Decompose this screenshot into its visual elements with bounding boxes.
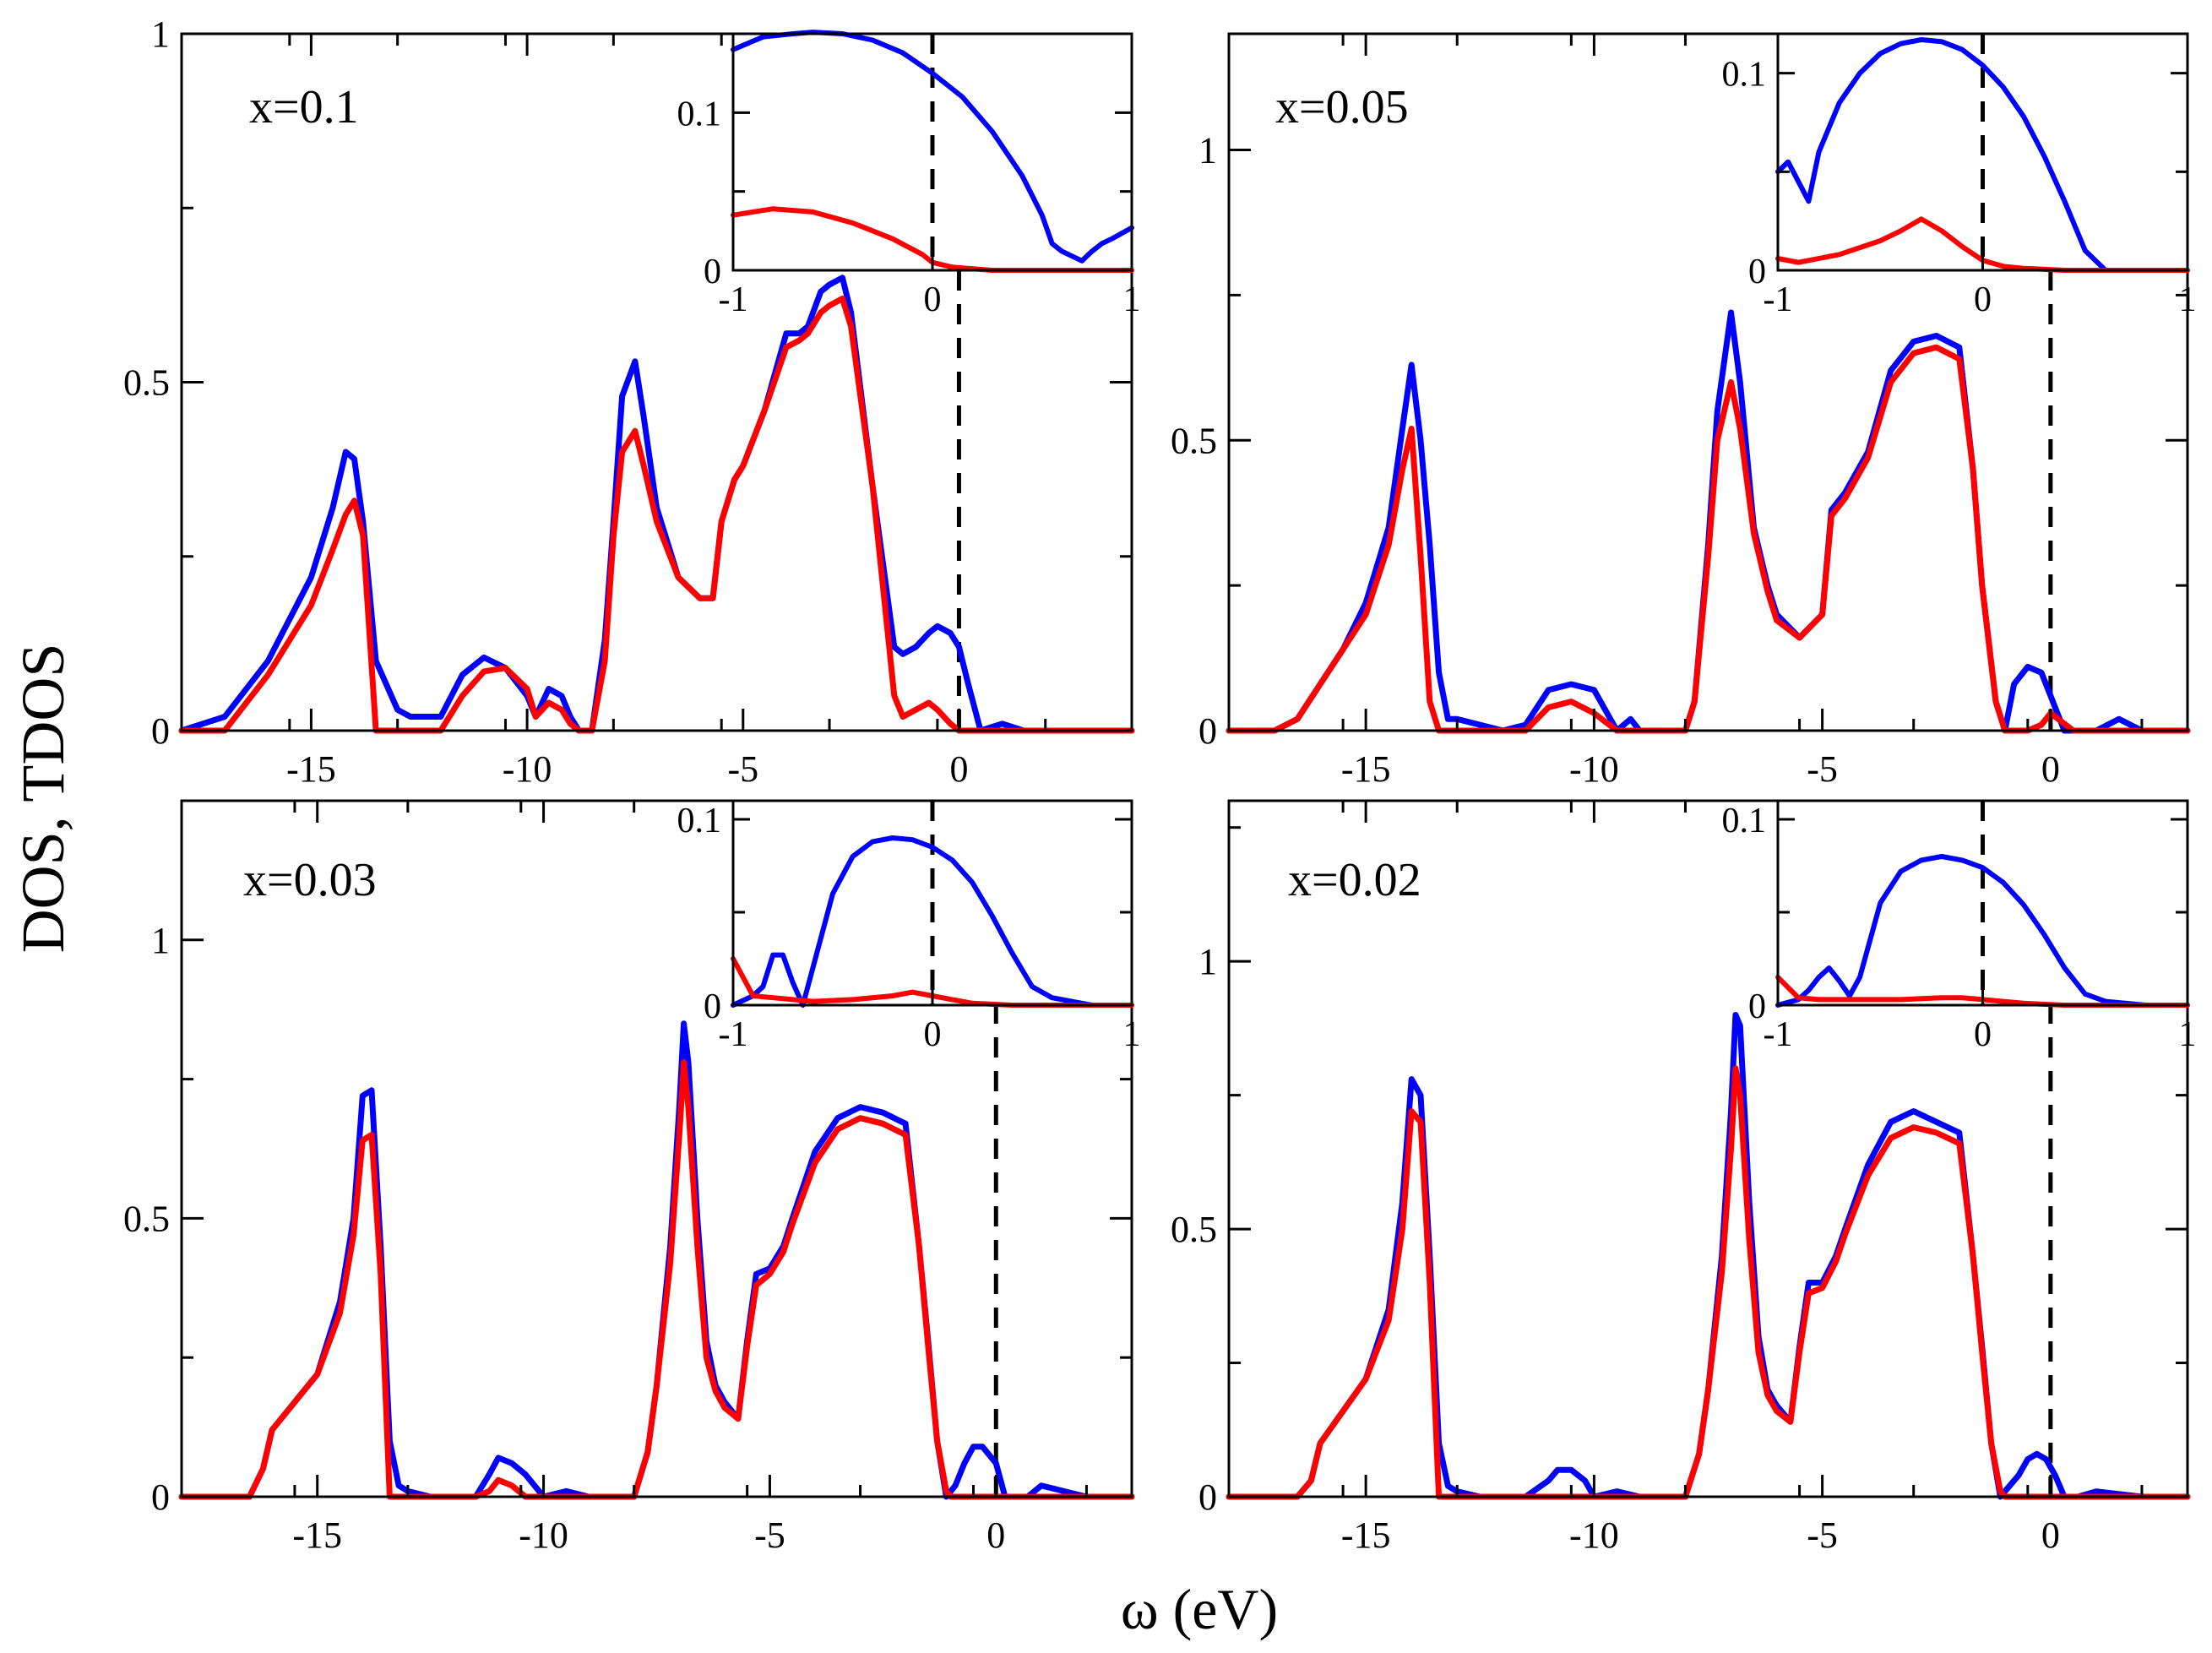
main-x-tick-label: -5 [754, 1514, 785, 1556]
main-y-tick-label: 0 [151, 1476, 170, 1518]
inset-y-tick-label: 0 [704, 253, 721, 291]
x-axis-label: ω (eV) [1121, 1577, 1278, 1641]
main-y-tick-label: 1 [151, 920, 170, 961]
composition-label: x=0.05 [1275, 81, 1409, 133]
main-y-tick-label: 0.5 [1171, 420, 1217, 461]
main-y-tick-label: 0.5 [123, 1198, 170, 1239]
main-y-tick-label: 0 [1198, 1476, 1217, 1518]
inset-x-tick-label: -1 [1764, 1015, 1793, 1054]
main-x-tick-label: 0 [2041, 1514, 2060, 1556]
main-x-tick-label: 0 [2041, 748, 2060, 790]
main-x-tick-label: -5 [1807, 748, 1838, 790]
main-x-tick-label: -10 [503, 748, 552, 790]
main-x-tick-label: -10 [1569, 748, 1619, 790]
panel-top-left: -15 -10 -5 000.51x=0.1-1 0 100.1 [123, 14, 1141, 790]
panel-top-right: -15 -10 -5 000.51x=0.05-1 0 100.1 [1171, 32, 2197, 790]
inset-x-tick-label: 0 [924, 1015, 942, 1054]
main-y-tick-label: 0 [151, 710, 170, 752]
panel-bottom-right: -15 -10 -5 000.51x=0.02-1 0 100.1 [1171, 799, 2197, 1556]
main-x-tick-label: 0 [986, 1514, 1005, 1556]
main-x-tick-label: -10 [1569, 1514, 1619, 1556]
inset-x-tick-label: 1 [1123, 1015, 1141, 1054]
main-y-tick-label: 0.5 [123, 362, 170, 404]
inset-x-tick-label: 0 [1974, 280, 1992, 319]
main-series-tdos-line [1226, 1065, 2191, 1500]
composition-label: x=0.03 [243, 854, 377, 906]
inset-y-tick-label: 0.1 [1722, 56, 1767, 95]
main-x-tick-label: -5 [727, 748, 758, 790]
inset-x-tick-label: 0 [1974, 1015, 1992, 1054]
main-y-tick-label: 0 [1198, 710, 1217, 752]
main-y-tick-label: 1 [1198, 941, 1217, 982]
main-series-tdos-line [178, 1059, 1135, 1500]
inset-bottom-left: -1 0 100.1 [677, 799, 1141, 1054]
main-y-tick-label: 0.5 [1171, 1209, 1217, 1250]
inset-series-dos-line [1775, 854, 2190, 1008]
inset-y-tick-label: 0.1 [677, 802, 722, 840]
inset-top-left: -1 0 100.1 [677, 30, 1141, 319]
inset-series-dos-line [731, 835, 1134, 1008]
main-x-tick-label: -15 [1341, 1514, 1391, 1556]
main-x-tick-label: -15 [1341, 748, 1391, 790]
inset-x-tick-label: -1 [719, 1015, 748, 1054]
main-frame [180, 799, 1133, 1498]
main-y-tick-label: 1 [1198, 130, 1217, 171]
main-frame [1227, 32, 2189, 732]
inset-series-dos-line [731, 30, 1134, 264]
main-x-tick-label: -10 [519, 1514, 568, 1556]
inset-y-tick-label: 0 [1748, 253, 1766, 291]
inset-bottom-right: -1 0 100.1 [1722, 799, 2197, 1054]
inset-x-tick-label: 1 [2179, 280, 2197, 319]
composition-label: x=0.02 [1288, 854, 1421, 906]
panel-bottom-left: -15 -10 -5 000.51x=0.03-1 0 100.1 [123, 799, 1141, 1556]
composition-label: x=0.1 [249, 81, 359, 133]
main-x-tick-label: -15 [286, 748, 336, 790]
y-axis-label: DOS, TDOS [9, 644, 77, 954]
inset-y-tick-label: 0.1 [1722, 802, 1767, 840]
plot-panels: -15 -10 -5 000.51x=0.1-1 0 100.1-15 -10 -5 000.5… [123, 14, 2197, 1556]
main-series-tdos-line [1226, 344, 2191, 734]
main-x-tick-label: -15 [292, 1514, 342, 1556]
inset-top-right: -1 0 100.1 [1722, 32, 2197, 319]
main-y-tick-label: 1 [151, 14, 170, 55]
inset-y-tick-label: 0 [1748, 987, 1766, 1026]
main-series-dos-line [1226, 309, 2191, 734]
main-x-tick-label: 0 [949, 748, 968, 790]
inset-x-tick-label: 1 [1123, 280, 1141, 319]
inset-y-tick-label: 0 [704, 987, 721, 1026]
main-x-tick-label: -5 [1807, 1514, 1838, 1556]
inset-x-tick-label: -1 [1764, 280, 1793, 319]
inset-x-tick-label: 1 [2179, 1015, 2197, 1054]
inset-x-tick-label: -1 [719, 280, 748, 319]
main-frame [1227, 799, 2189, 1498]
inset-y-tick-label: 0.1 [677, 95, 722, 133]
inset-x-tick-label: 0 [924, 280, 942, 319]
inset-series-dos-line [1775, 37, 2190, 273]
